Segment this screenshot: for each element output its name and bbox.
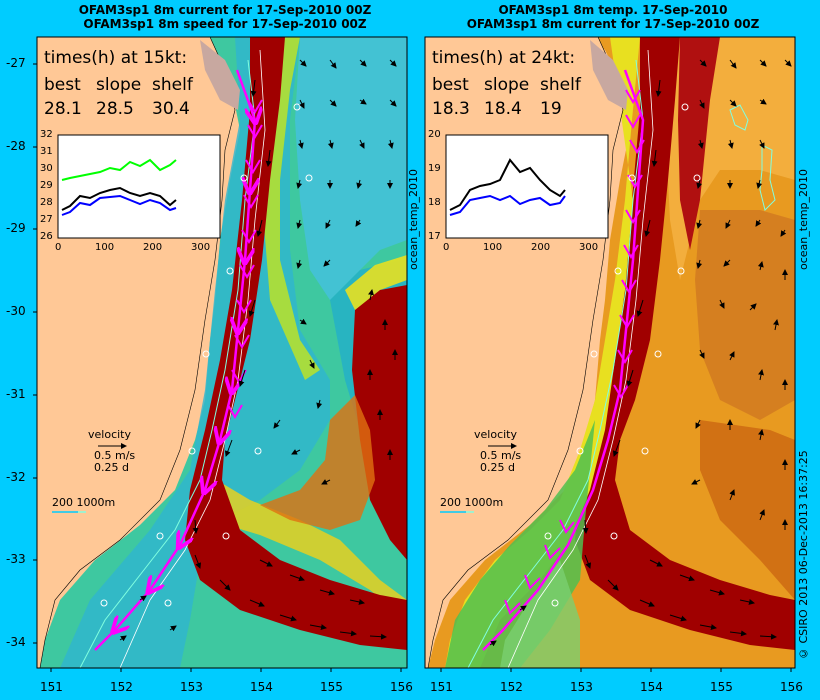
lon-tick: 151	[40, 680, 63, 694]
left-inset-ytick: 30	[40, 163, 53, 174]
left-val-best: 28.1	[44, 99, 82, 119]
lat-tick: -27	[6, 56, 26, 70]
left-inset-chart	[57, 134, 221, 239]
left-inset-ytick: 28	[40, 197, 53, 208]
left-col-best: best	[44, 75, 81, 95]
right-title-2: OFAM3sp1 8m current for 17-Sep-2010 00Z	[466, 17, 760, 31]
right-col-slope: slope	[484, 75, 530, 95]
right-velocity-label: velocity	[474, 428, 517, 441]
right-depth-legend: 200 1000m	[440, 496, 504, 509]
lon-tick: 155	[710, 680, 733, 694]
right-inset-xtick: 200	[531, 242, 551, 253]
lon-tick: 152	[110, 680, 133, 694]
lat-tick: -33	[6, 552, 26, 566]
right-lon-tick-marks	[440, 668, 792, 672]
lat-tick: -30	[6, 304, 26, 318]
left-inset-ytick: 32	[40, 129, 53, 140]
left-inset-xtick: 200	[143, 242, 163, 253]
right-map	[425, 37, 795, 668]
lat-tick: -34	[6, 635, 26, 649]
left-inset-ytick: 29	[40, 180, 53, 191]
right-inset-ytick: 17	[428, 231, 441, 242]
lon-tick: 152	[500, 680, 523, 694]
left-inset-ytick: 26	[40, 231, 53, 242]
lon-tick: 153	[180, 680, 203, 694]
right-times-header: times(h) at 24kt:	[432, 48, 576, 68]
right-side-label: ocean_temp_2010	[797, 168, 810, 270]
left-velocity-speed: 0.5 m/s	[94, 449, 136, 462]
right-inset-xtick: 100	[483, 242, 503, 253]
right-col-best: best	[432, 75, 469, 95]
left-inset-xtick: 100	[95, 242, 115, 253]
left-col-shelf: shelf	[152, 75, 193, 95]
right-vectors	[489, 59, 792, 647]
left-inset-xtick: 0	[55, 242, 62, 253]
right-inset-ytick: 20	[428, 129, 441, 140]
left-val-shelf: 30.4	[152, 99, 190, 119]
right-val-best: 18.3	[432, 99, 470, 119]
left-title-1: OFAM3sp1 8m current for 17-Sep-2010 00Z	[78, 3, 372, 17]
left-depth-legend: 200 1000m	[52, 496, 116, 509]
right-current-core	[575, 37, 795, 650]
left-velocity-time: 0.25 d	[94, 461, 129, 474]
left-side-label: ocean_temp_2010	[407, 168, 420, 270]
lon-tick: 153	[570, 680, 593, 694]
lon-tick: 156	[390, 680, 413, 694]
left-map	[37, 37, 407, 668]
lat-tick: -29	[6, 221, 26, 235]
right-col-shelf: shelf	[540, 75, 581, 95]
lon-tick: 155	[320, 680, 343, 694]
left-inset-ytick: 27	[40, 214, 53, 225]
copyright-label: © CSIRO 2013 06-Dec-2013 16:37:25	[797, 450, 810, 660]
right-velocity-time: 0.25 d	[480, 461, 515, 474]
left-vectors	[119, 59, 398, 642]
right-inset-ytick: 18	[428, 197, 441, 208]
lon-tick: 154	[250, 680, 273, 694]
left-velocity-label: velocity	[88, 428, 131, 441]
lat-tick: -32	[6, 470, 26, 484]
lat-tick: -28	[6, 139, 26, 153]
right-inset-ytick: 19	[428, 163, 441, 174]
left-col-slope: slope	[96, 75, 142, 95]
right-velocity-speed: 0.5 m/s	[480, 449, 522, 462]
left-title-2: OFAM3sp1 8m speed for 17-Sep-2010 00Z	[83, 17, 367, 31]
left-val-slope: 28.5	[96, 99, 134, 119]
right-route	[482, 69, 645, 651]
left-inset-ytick: 31	[40, 146, 53, 157]
left-lat-tick-marks	[33, 63, 37, 644]
right-title-1: OFAM3sp1 8m temp. 17-Sep-2010	[498, 3, 728, 17]
right-inset-chart	[445, 134, 609, 239]
lat-tick: -31	[6, 387, 26, 401]
right-val-slope: 18.4	[484, 99, 522, 119]
left-lon-tick-marks	[50, 668, 402, 672]
right-inset-xtick: 300	[579, 242, 599, 253]
lon-tick: 151	[430, 680, 453, 694]
right-val-shelf: 19	[540, 99, 562, 119]
left-inset-xtick: 300	[191, 242, 211, 253]
lon-tick: 156	[780, 680, 803, 694]
lon-tick: 154	[640, 680, 663, 694]
left-times-header: times(h) at 15kt:	[44, 48, 188, 68]
right-inset-xtick: 0	[443, 242, 450, 253]
